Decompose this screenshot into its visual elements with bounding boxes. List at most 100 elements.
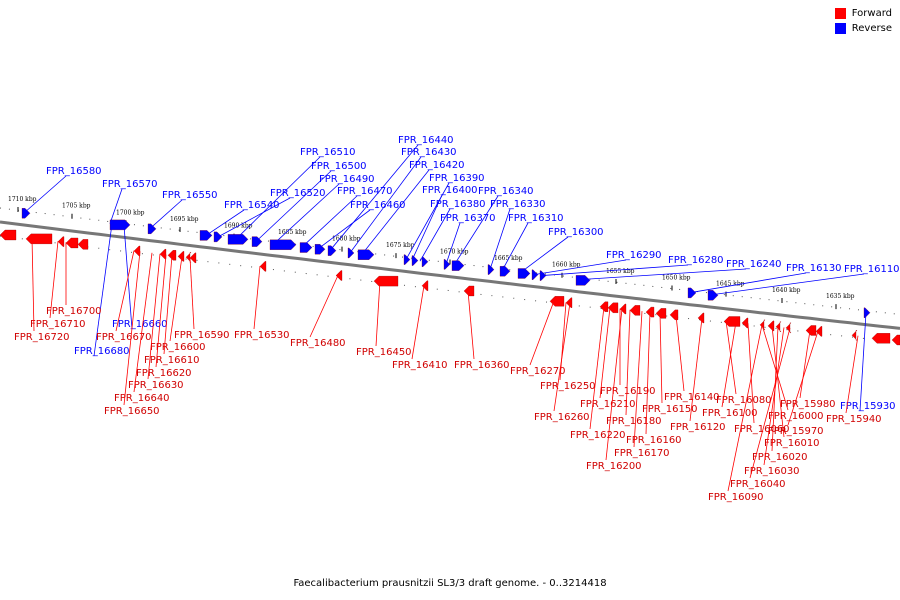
forward-gene-shape xyxy=(697,312,705,324)
reverse-gene-shape xyxy=(517,268,531,279)
forward-gene-label: FPR_16480 xyxy=(290,338,346,349)
reverse-gene-label: FPR_16490 xyxy=(319,174,375,185)
reverse-leader-line xyxy=(577,268,747,281)
reverse-leader-line xyxy=(329,144,419,251)
kbp-tick-label: 1705 kbp xyxy=(62,203,91,210)
forward-leader-line xyxy=(559,302,567,381)
reverse-gene-shape xyxy=(707,290,719,301)
reverse-gene-label: FPR_16500 xyxy=(311,161,367,172)
forward-leader-line xyxy=(253,265,261,330)
forward-leader-line xyxy=(155,254,167,368)
forward-leader-line xyxy=(169,256,183,342)
forward-gene-label: FPR_16600 xyxy=(150,342,206,353)
reverse-leader-line xyxy=(301,195,358,248)
forward-leader-line xyxy=(727,324,763,492)
forward-gene-label: FPR_15940 xyxy=(826,414,882,425)
reverse-gene-label: FPR_16280 xyxy=(668,255,724,266)
reverse-gene-shape xyxy=(299,242,313,253)
forward-gene-shape xyxy=(805,325,817,336)
caption: Faecalibacterium prausnitzii SL3/3 draft… xyxy=(293,578,607,589)
forward-gene-shape xyxy=(57,236,65,247)
forward-gene-shape xyxy=(335,270,343,281)
reverse-leader-line xyxy=(709,273,865,296)
forward-gene-label: FPR_16360 xyxy=(454,360,510,371)
kbp-tick-label: 1640 kbp xyxy=(772,287,801,294)
forward-leader-line xyxy=(375,280,381,347)
forward-leader-line xyxy=(761,324,789,411)
kbp-tick-label: 1655 kbp xyxy=(606,268,635,275)
forward-gene-label: FPR_16120 xyxy=(670,422,726,433)
forward-leader-line xyxy=(133,252,153,393)
forward-gene-label: FPR_16450 xyxy=(356,347,412,358)
reverse-gene-label: FPR_16240 xyxy=(726,259,782,270)
forward-gene-shape xyxy=(775,321,782,332)
forward-gene-shape xyxy=(891,334,900,346)
forward-gene-shape xyxy=(785,322,792,333)
reverse-gene-label: FPR_16570 xyxy=(102,179,158,190)
forward-gene-shape xyxy=(619,303,627,315)
reverse-gene-shape xyxy=(687,287,697,299)
forward-gene-label: FPR_16270 xyxy=(510,366,566,377)
reverse-gene-label: FPR_15930 xyxy=(840,401,896,412)
reverse-gene-shape xyxy=(499,266,511,277)
reverse-leader-line xyxy=(689,272,807,294)
reverse-gene-label: FPR_16370 xyxy=(440,213,496,224)
reverse-gene-label: FPR_16660 xyxy=(112,319,168,330)
forward-leader-line xyxy=(625,309,631,416)
forward-gene-shape xyxy=(463,285,475,297)
forward-leader-line xyxy=(411,285,425,360)
kbp-tick-label: 1650 kbp xyxy=(662,274,691,281)
forward-gene-label: FPR_16160 xyxy=(626,435,682,446)
reverse-gene-shape xyxy=(403,254,411,265)
reverse-leader-line xyxy=(501,222,529,272)
reverse-leader-line xyxy=(859,312,867,412)
forward-gene-shape xyxy=(65,237,79,249)
forward-gene-shape xyxy=(189,252,197,263)
kbp-tick-label: 1680 kbp xyxy=(332,236,361,243)
reverse-leader-line xyxy=(317,209,371,250)
reverse-leader-line xyxy=(349,156,422,254)
reverse-gene-label: FPR_16420 xyxy=(409,160,465,171)
kbp-tick-label: 1645 kbp xyxy=(716,281,745,288)
reverse-gene-label: FPR_16330 xyxy=(490,199,546,210)
reverse-leader-line xyxy=(445,222,461,265)
forward-leader-line xyxy=(189,257,195,330)
forward-leader-line xyxy=(747,323,755,424)
kbp-tick-label: 1670 kbp xyxy=(440,249,469,256)
forward-gene-label: FPR_16100 xyxy=(702,408,758,419)
forward-leader-line xyxy=(689,318,703,422)
forward-gene-label: FPR_15970 xyxy=(768,426,824,437)
forward-gene-label: FPR_16040 xyxy=(730,479,786,490)
reverse-gene-label: FPR_16470 xyxy=(337,186,393,197)
forward-gene-shape xyxy=(851,330,858,341)
forward-leader-line xyxy=(787,331,819,426)
forward-gene-label: FPR_16060 xyxy=(734,424,790,435)
reverse-leader-line xyxy=(541,264,689,276)
kbp-tick-label: 1660 kbp xyxy=(552,262,581,269)
forward-gene-label: FPR_15980 xyxy=(780,399,836,410)
reverse-gene-label: FPR_16340 xyxy=(478,186,534,197)
reverse-gene-shape xyxy=(575,275,591,286)
reverse-gene-label: FPR_16110 xyxy=(844,264,900,275)
kbp-tick-label: 1635 kbp xyxy=(826,293,855,300)
reverse-gene-shape xyxy=(411,255,419,266)
forward-gene-shape xyxy=(25,233,53,245)
forward-gene-label: FPR_16670 xyxy=(96,332,152,343)
reverse-gene-label: FPR_16310 xyxy=(508,213,564,224)
forward-gene-shape xyxy=(741,317,749,329)
forward-gene-label: FPR_16210 xyxy=(580,399,636,410)
reverse-gene-shape xyxy=(269,239,297,250)
forward-gene-label: FPR_16150 xyxy=(642,404,698,415)
forward-gene-shape xyxy=(167,250,177,261)
reverse-gene-shape xyxy=(109,219,131,231)
reverse-leader-line xyxy=(533,259,627,276)
reverse-gene-label: FPR_16400 xyxy=(422,185,478,196)
forward-leader-line xyxy=(725,320,737,395)
kbp-tick-label: 1700 kbp xyxy=(116,209,145,216)
reverse-leader-line xyxy=(93,223,113,357)
kbp-tick-label: 1675 kbp xyxy=(386,242,415,249)
forward-gene-label: FPR_16250 xyxy=(540,381,596,392)
forward-leader-line xyxy=(675,315,685,392)
reverse-gene-shape xyxy=(314,244,326,255)
